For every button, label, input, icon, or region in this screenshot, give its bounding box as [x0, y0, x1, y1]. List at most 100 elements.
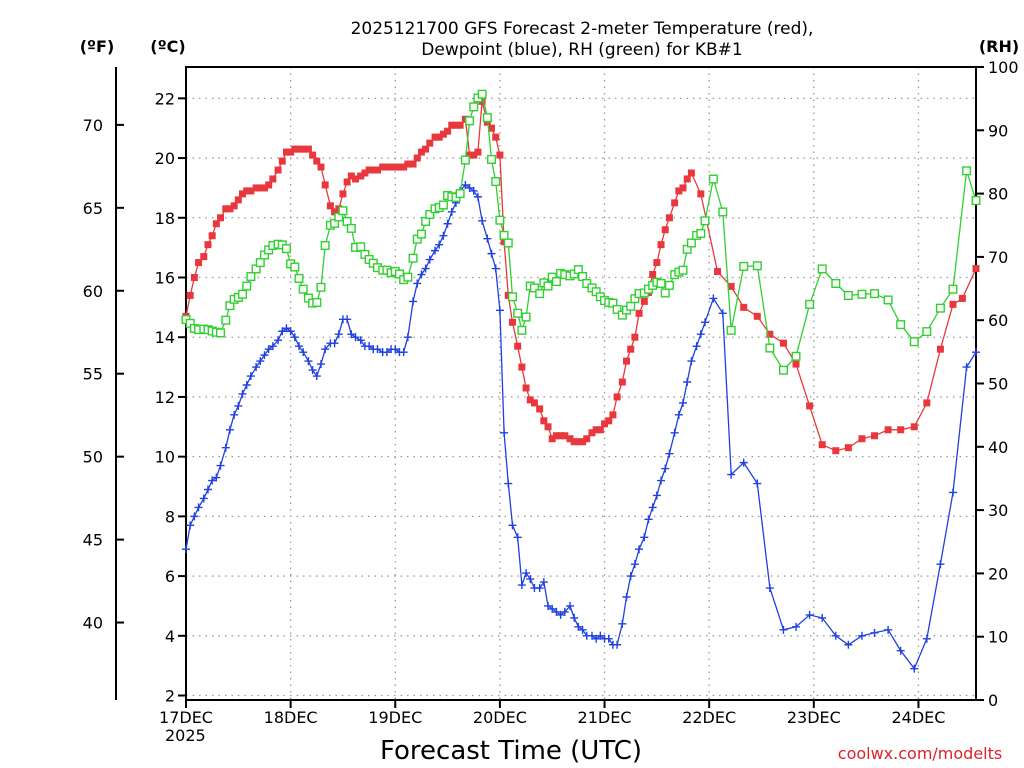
dewpoint-point — [425, 255, 434, 264]
rh-point — [843, 291, 853, 301]
dewpoint-point — [626, 572, 635, 581]
dewpoint-point — [700, 318, 709, 327]
temperature-point — [884, 426, 892, 434]
temperature-point — [627, 345, 635, 353]
temperature-point — [313, 157, 321, 165]
dewpoint-point — [644, 515, 653, 524]
x-tick-label: 22DEC — [682, 708, 736, 727]
dewpoint-point — [365, 342, 374, 351]
temperature-point — [561, 432, 569, 440]
dewpoint-point — [186, 521, 195, 530]
dewpoint-point — [238, 389, 247, 398]
temperature-point — [583, 435, 591, 443]
temperature-point — [444, 127, 452, 135]
dewpoint-point — [194, 503, 203, 512]
dewpoint-point — [910, 664, 919, 673]
rh-point — [700, 216, 710, 226]
temperature-point — [326, 202, 334, 210]
dewpoint-point — [190, 512, 199, 521]
dewpoint-point — [351, 333, 360, 342]
celsius-tick-label: 8 — [165, 507, 175, 526]
temperature-point — [649, 271, 657, 279]
temperature-point — [936, 345, 944, 353]
temperature-point — [426, 139, 434, 147]
temperature-point — [474, 148, 482, 156]
temperature-point — [675, 187, 683, 195]
temperature-point — [309, 151, 317, 159]
dewpoint-point — [831, 631, 840, 640]
dewpoint-point — [727, 470, 736, 479]
temperature-point — [369, 166, 377, 174]
rh-tick-label: 100 — [988, 58, 1019, 77]
dewpoint-point — [299, 348, 308, 357]
temperature-point — [222, 205, 230, 213]
rh-point — [482, 113, 492, 123]
celsius-tick-label: 16 — [155, 269, 175, 288]
rh-point — [356, 242, 366, 252]
temperature-point — [596, 426, 604, 434]
temperature-point — [579, 438, 587, 446]
rh-point — [529, 283, 539, 293]
dewpoint-point — [556, 610, 565, 619]
temperature-point — [526, 396, 534, 404]
dewpoint-point — [491, 264, 500, 273]
rh-point — [416, 229, 426, 239]
dewpoint-point — [413, 279, 422, 288]
rh-point — [870, 289, 880, 299]
rh-point — [499, 230, 509, 240]
dewpoint-series — [182, 180, 980, 673]
temperature-point — [609, 411, 617, 419]
celsius-tick-label: 22 — [155, 89, 175, 108]
temperature-point — [230, 202, 238, 210]
rh-point — [346, 223, 356, 233]
dewpoint-point — [922, 634, 931, 643]
dewpoint-point — [278, 327, 287, 336]
temperature-point — [252, 184, 260, 192]
rh-point — [425, 209, 435, 219]
temperature-point — [387, 163, 395, 171]
dewpoint-point — [739, 458, 748, 467]
dewpoint-point — [526, 575, 535, 584]
dewpoint-point — [212, 473, 221, 482]
dewpoint-point — [252, 363, 261, 372]
rh-tick-label: 10 — [988, 628, 1008, 647]
rh-point — [739, 261, 749, 271]
temperature-point — [910, 423, 918, 431]
temperature-point — [278, 157, 286, 165]
rh-tick-label: 90 — [988, 121, 1008, 140]
dewpoint-point — [330, 339, 339, 348]
dewpoint-point — [308, 366, 317, 375]
dewpoint-point — [264, 345, 273, 354]
rh-point — [935, 303, 945, 313]
temperature-point — [247, 187, 255, 195]
temperature-point — [806, 402, 814, 410]
dewpoint-point — [517, 581, 526, 590]
rh-point — [216, 328, 226, 338]
temperature-point — [352, 175, 360, 183]
temperature-point — [409, 160, 417, 168]
temperature-point — [818, 441, 826, 449]
rh-tick-label: 60 — [988, 311, 1008, 330]
fahrenheit-tick-label: 55 — [83, 365, 103, 384]
rh-point — [455, 189, 465, 199]
temperature-point — [492, 133, 500, 141]
rh-unit-label: (RH) — [979, 37, 1019, 56]
rh-point — [517, 325, 527, 335]
dewpoint-point — [613, 640, 622, 649]
dewpoint-point — [295, 342, 304, 351]
temperature-point — [282, 148, 290, 156]
rh-point — [281, 244, 291, 254]
temperature-point — [679, 184, 687, 192]
temperature-point — [858, 435, 866, 443]
temperature-point — [212, 220, 220, 228]
dewpoint-point — [640, 533, 649, 542]
dewpoint-point — [268, 342, 277, 351]
temperature-point — [496, 151, 504, 159]
x-tick-label: 24DEC — [891, 708, 945, 727]
dewpoint-point — [182, 545, 190, 554]
temperature-point — [832, 447, 840, 455]
rh-point — [660, 288, 670, 298]
temperature-series — [182, 97, 980, 455]
temperature-point — [536, 405, 544, 413]
